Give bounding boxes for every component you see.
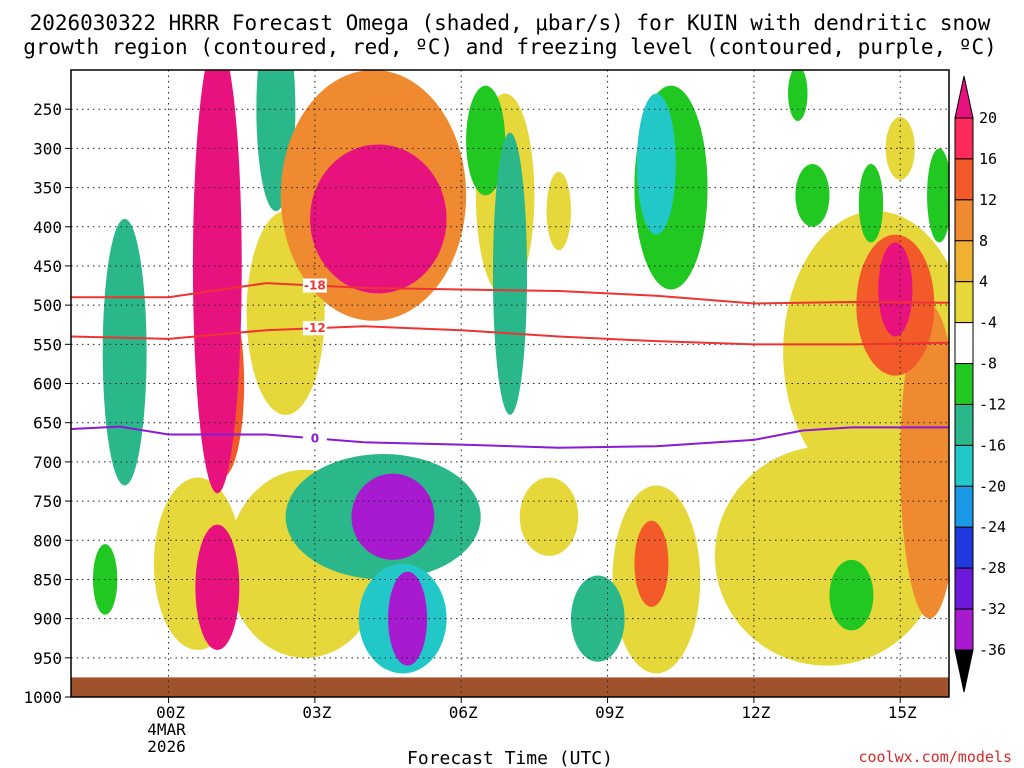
y-tick-label-450: 450 bbox=[33, 257, 62, 276]
omega-region-9 bbox=[466, 85, 506, 196]
x-tick-label-09Z: 09Z bbox=[595, 703, 624, 722]
colorbar-top-arrow bbox=[954, 75, 974, 119]
dendritic-contour-1 bbox=[71, 325, 949, 346]
colorbar-label-4: 4 bbox=[979, 273, 988, 291]
x-tick-label-03Z: 03Z bbox=[302, 703, 331, 722]
y-tick-label-650: 650 bbox=[33, 414, 62, 433]
dendritic-contour-label-bg-1 bbox=[302, 321, 327, 336]
ground-surface bbox=[71, 677, 949, 697]
omega-region-22 bbox=[492, 132, 528, 415]
freezing-contour-label-bg-0 bbox=[302, 431, 327, 446]
y-tick-label-700: 700 bbox=[33, 453, 62, 472]
y-tick-label-550: 550 bbox=[33, 335, 62, 354]
omega-region-14 bbox=[795, 164, 830, 227]
y-tick-label-300: 300 bbox=[33, 139, 62, 158]
y-tick-label-1000: 1000 bbox=[23, 688, 62, 707]
colorbar-segment-5 bbox=[954, 322, 974, 365]
colorbar-segment-4 bbox=[954, 281, 974, 324]
colorbar-label-16: 16 bbox=[979, 150, 997, 168]
colorbar-label-m20: -20 bbox=[979, 477, 1006, 495]
colorbar-label-m32: -32 bbox=[979, 600, 1006, 618]
y-tick-label-800: 800 bbox=[33, 531, 62, 550]
omega-region-13 bbox=[829, 559, 874, 631]
axes: 250 300 350 400 450 500 550 600 650 700 750 800 850 9… bbox=[23, 100, 917, 756]
omega-region-18 bbox=[570, 575, 625, 662]
colorbar-label-m16: -16 bbox=[979, 436, 1006, 454]
omega-region-33 bbox=[310, 144, 447, 294]
y-tick-label-500: 500 bbox=[33, 296, 62, 315]
y-tick-label-850: 850 bbox=[33, 570, 62, 589]
omega-region-5 bbox=[546, 171, 571, 251]
colorbar-segment-3 bbox=[954, 240, 974, 283]
plot-area bbox=[71, 70, 949, 697]
colorbar-segment-8 bbox=[954, 444, 974, 487]
colorbar-segment-0 bbox=[954, 117, 974, 160]
colorbar-label-m12: -12 bbox=[979, 395, 1006, 413]
colorbar-label-m4: -4 bbox=[979, 314, 997, 332]
y-tick-label-950: 950 bbox=[33, 649, 62, 668]
colorbar-label-m24: -24 bbox=[979, 518, 1006, 536]
y-tick-label-350: 350 bbox=[33, 179, 62, 198]
chart-title-line-1: 2026030322 HRRR Forecast Omega (shaded, … bbox=[30, 11, 991, 35]
colorbar-segment-6 bbox=[954, 363, 974, 405]
omega-region-27 bbox=[636, 93, 676, 235]
colorbar-segment-9 bbox=[954, 485, 974, 528]
freezing-contour-0 bbox=[71, 425, 949, 449]
x-tick-label-00Z: 00Z bbox=[156, 703, 185, 722]
colorbar-segment-7 bbox=[954, 403, 974, 446]
omega-region-15 bbox=[788, 70, 808, 121]
omega-region-28 bbox=[634, 520, 669, 607]
temperature-contours: -18 -12 0 bbox=[71, 278, 949, 449]
x-tick-label-12Z: 12Z bbox=[741, 703, 770, 722]
dendritic-contour-label-0: -18 bbox=[304, 279, 326, 293]
grid-lines bbox=[71, 70, 949, 698]
dendritic-contour-label-1: -12 bbox=[304, 321, 326, 335]
x-tick-sublabel-4mar: 4MAR bbox=[147, 720, 186, 739]
omega-region-3 bbox=[519, 477, 579, 556]
colorbar-segment-11 bbox=[954, 567, 974, 610]
colorbar-bottom-arrow bbox=[954, 649, 974, 693]
x-tick-sublabel-2026: 2026 bbox=[147, 737, 186, 756]
dendritic-contour-label-bg-0 bbox=[302, 278, 327, 293]
colorbar-label-12: 12 bbox=[979, 191, 997, 209]
colorbar-label-20: 20 bbox=[979, 109, 997, 127]
y-tick-label-400: 400 bbox=[33, 218, 62, 237]
x-tick-label-06Z: 06Z bbox=[449, 703, 478, 722]
omega-region-30 bbox=[195, 524, 240, 650]
y-tick-label-250: 250 bbox=[33, 100, 62, 119]
omega-region-17 bbox=[927, 148, 949, 243]
omega-region-31 bbox=[878, 242, 913, 337]
credit-text: coolwx.com/models bbox=[858, 748, 1012, 766]
colorbar-segment-2 bbox=[954, 199, 974, 242]
y-tick-label-900: 900 bbox=[33, 610, 62, 629]
y-tick-label-750: 750 bbox=[33, 492, 62, 511]
x-axis-label: Forecast Time (UTC) bbox=[407, 748, 613, 768]
colorbar-label-8: 8 bbox=[979, 232, 988, 250]
colorbar-segment-10 bbox=[954, 526, 974, 569]
freezing-contour-label-0: 0 bbox=[311, 431, 319, 445]
colorbar-label-m28: -28 bbox=[979, 559, 1006, 577]
colorbar-label-m8: -8 bbox=[979, 355, 997, 373]
omega-region-32 bbox=[192, 70, 242, 494]
colorbar-segment-12 bbox=[954, 608, 974, 651]
y-tick-label-600: 600 bbox=[33, 375, 62, 394]
omega-region-34 bbox=[351, 473, 435, 560]
omega-region-24 bbox=[102, 218, 147, 486]
colorbar: 20 16 12 8 4 -4 -8 -12 -16 -20 -24 -28 -32 -36 bbox=[954, 75, 1006, 693]
omega-region-16 bbox=[858, 164, 884, 243]
dendritic-contour-0 bbox=[71, 282, 949, 305]
chart-title-line-2: growth region (contoured, red, ºC) and f… bbox=[23, 35, 997, 59]
x-tick-label-15Z: 15Z bbox=[888, 703, 917, 722]
colorbar-segment-1 bbox=[954, 158, 974, 201]
colorbar-label-m36: -36 bbox=[979, 641, 1006, 659]
